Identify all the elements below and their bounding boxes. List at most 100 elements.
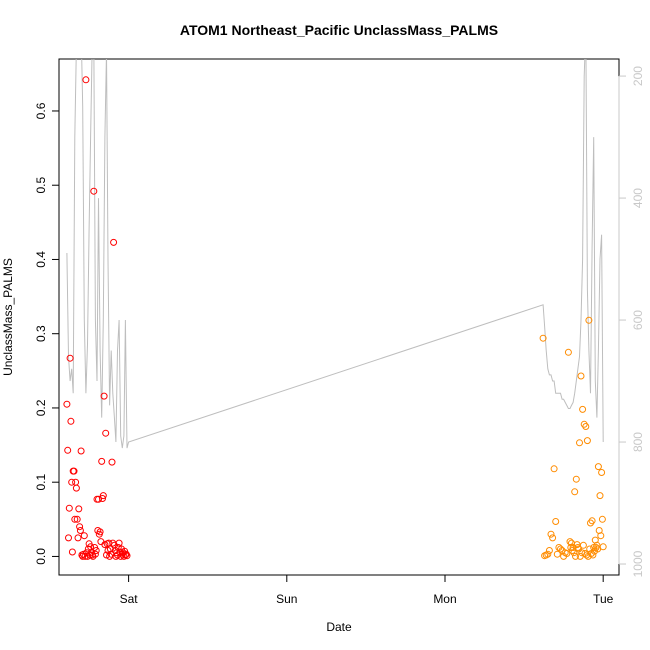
x-tick-label: Tue [593,592,614,606]
y2-tick-label: 400 [631,188,645,208]
data-point [557,545,564,553]
data-point [588,517,596,525]
plot-border [58,58,620,576]
data-point [572,475,580,483]
y-tick-label: 0.3 [34,325,48,342]
data-point [571,488,579,496]
line-series-layer [66,59,604,449]
data-point [63,400,71,408]
y-tick-label: 0.0 [34,548,48,565]
chart-title: ATOM1 Northeast_Pacific UnclassMass_PALM… [180,22,498,38]
data-point [567,544,575,551]
data-point [102,429,110,437]
plot-frame [58,58,620,576]
data-point [108,458,116,466]
data-point [539,334,547,342]
data-point [96,528,104,536]
data-point [120,552,128,560]
pressure-line [66,59,604,449]
data-point [580,420,588,428]
data-point [75,505,83,513]
data-point [74,534,82,542]
data-point [570,549,578,557]
data-point [598,515,606,523]
data-point [599,543,607,551]
data-point [566,538,574,546]
data-point [586,545,594,553]
data-point [92,547,100,554]
y-axis: 0.0 0.1 0.2 0.3 0.4 0.5 0.6 [34,102,60,565]
data-point [115,539,123,547]
data-point [68,548,76,556]
data-point [72,478,80,486]
data-point [123,552,131,560]
data-point [68,478,76,486]
data-point [112,552,120,560]
data-point [99,495,106,502]
data-point [579,405,587,413]
data-point [65,504,73,512]
y-axis-label: UnclassMass_PALMS [1,258,15,376]
data-point [114,544,122,551]
data-point [67,417,75,425]
data-point [564,348,572,356]
data-point [65,534,72,542]
data-point [77,447,85,455]
data-point [592,544,600,551]
data-point [99,492,107,500]
data-point [71,515,79,523]
y-tick-label: 0.4 [34,251,48,268]
points-layer [63,76,607,560]
data-point [110,238,118,246]
data-point [577,372,585,380]
x-tick-label: Sat [120,592,139,606]
y-tick-label: 0.2 [34,399,48,416]
data-point [576,552,584,560]
data-point [73,515,81,523]
data-point [82,76,90,84]
data-point [563,550,571,557]
data-point [587,519,594,527]
data-point [549,534,557,542]
data-point [97,538,105,546]
y-tick-label: 0.1 [34,474,48,491]
data-point [596,492,604,500]
data-point [582,423,590,430]
data-point [76,523,84,531]
data-point [545,547,553,554]
y2-tick-label: 800 [631,432,645,452]
data-point [95,495,102,503]
data-point [547,530,555,538]
data-point [98,457,106,465]
y2-tick-label: 600 [631,310,645,330]
data-point [594,463,602,471]
x-tick-label: Mon [433,592,456,606]
x-axis-label: Date [326,620,352,634]
data-point [597,532,605,540]
data-point [89,552,97,560]
y2-axis: 200 400 600 800 1000 [618,66,645,577]
data-point [575,545,583,553]
data-point [576,439,583,447]
data-point [585,316,593,324]
data-point [90,187,98,195]
data-point [81,552,89,560]
x-axis: Sat Sun Mon Tue [120,574,614,606]
data-point [76,527,84,534]
data-point [573,541,581,549]
y-tick-label: 0.6 [34,102,48,119]
data-point [100,392,108,400]
data-point [572,552,579,560]
x-tick-label: Sun [276,592,297,606]
data-point [64,446,72,454]
data-point [72,484,80,492]
data-point [88,551,96,559]
data-point [80,532,88,540]
data-point [594,545,602,553]
data-point [70,467,78,475]
y2-tick-label: 1000 [631,550,645,577]
data-point [598,469,606,476]
data-point [553,550,561,558]
data-point [583,437,591,445]
